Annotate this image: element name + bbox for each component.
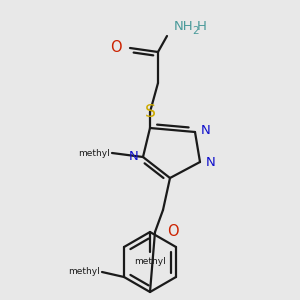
Text: O: O — [110, 40, 122, 56]
Text: methyl: methyl — [68, 268, 100, 277]
Text: H: H — [197, 20, 207, 32]
Text: N: N — [201, 124, 211, 136]
Text: methyl: methyl — [134, 257, 166, 266]
Text: S: S — [145, 103, 155, 121]
Text: O: O — [167, 224, 178, 239]
Text: methyl: methyl — [78, 148, 110, 158]
Text: N: N — [128, 151, 138, 164]
Text: N: N — [206, 155, 216, 169]
Text: 2: 2 — [192, 26, 199, 36]
Text: NH: NH — [174, 20, 194, 32]
